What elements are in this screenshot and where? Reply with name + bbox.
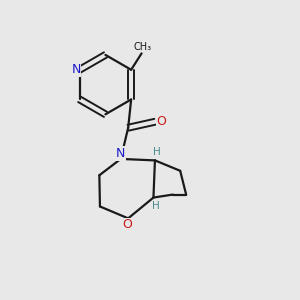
Text: H: H [152,202,160,212]
Text: H: H [152,147,160,157]
Text: N: N [116,147,125,160]
Text: CH₃: CH₃ [134,42,152,52]
Text: O: O [157,115,166,128]
Text: O: O [122,218,132,231]
Text: N: N [71,63,81,76]
